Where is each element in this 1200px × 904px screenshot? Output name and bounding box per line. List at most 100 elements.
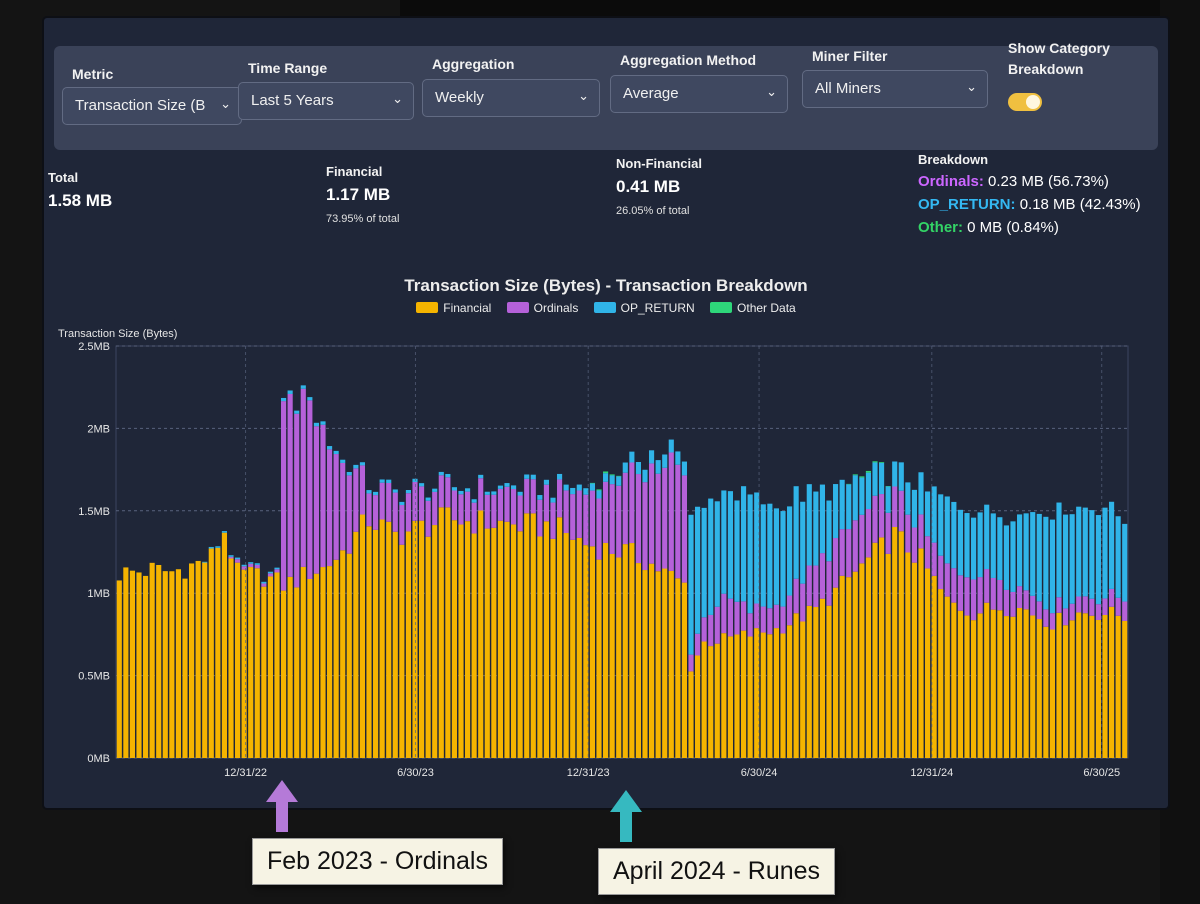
x-tick-label: 12/31/24	[910, 767, 953, 779]
bar-op-return	[1049, 519, 1055, 614]
bar-ordinals	[576, 490, 582, 538]
time-range-select[interactable]: Last 5 Years ⌄	[238, 82, 414, 120]
bar-op-return	[392, 489, 398, 493]
bar-ordinals	[905, 514, 911, 553]
bar-financial	[1089, 615, 1095, 758]
bar-financial	[1122, 620, 1128, 758]
bar-ordinals	[537, 499, 543, 537]
aggregation-method-select[interactable]: Average ⌄	[610, 75, 788, 113]
bar-op-return	[570, 487, 576, 495]
category-breakdown-toggle[interactable]	[1008, 93, 1042, 111]
bar-op-return	[701, 507, 707, 618]
bar-ordinals	[760, 606, 766, 633]
bar-op-return	[760, 504, 766, 607]
bar-ordinals	[405, 493, 411, 532]
miner-filter-select-value: All Miners	[815, 80, 881, 97]
bar-op-return	[833, 484, 839, 539]
bar-ordinals	[274, 569, 280, 573]
bar-ordinals	[445, 477, 451, 508]
bar-other	[596, 489, 602, 491]
bar-ordinals	[530, 479, 536, 514]
miner-filter-select[interactable]: All Miners ⌄	[802, 70, 988, 108]
bar-ordinals	[557, 479, 563, 518]
bar-financial	[550, 538, 556, 758]
bar-ordinals	[484, 494, 490, 529]
bar-op-return	[879, 462, 885, 495]
legend-item-financial[interactable]: Financial	[416, 301, 491, 315]
bar-op-return	[931, 486, 937, 543]
bar-other	[589, 482, 595, 484]
bar-financial	[136, 572, 142, 758]
chevron-down-icon: ⌄	[766, 84, 777, 99]
aggregation-select[interactable]: Weekly ⌄	[422, 79, 600, 117]
legend-label-op-return: OP_RETURN	[620, 301, 695, 315]
bar-ordinals	[957, 575, 963, 611]
bar-ordinals	[839, 529, 845, 576]
bar-op-return	[793, 486, 799, 579]
bar-op-return	[826, 500, 832, 562]
bar-op-return	[563, 484, 569, 491]
bar-financial	[202, 562, 208, 758]
bar-ordinals	[925, 536, 931, 569]
bar-ordinals	[681, 475, 687, 583]
chevron-down-icon: ⌄	[578, 88, 589, 103]
bar-op-return	[557, 473, 563, 480]
stat-non-financial-value: 0.41 MB	[616, 177, 681, 196]
bar-op-return	[1023, 513, 1029, 591]
aggregation-label: Aggregation	[432, 56, 515, 72]
bar-ordinals	[517, 495, 523, 532]
bar-op-return	[898, 462, 904, 491]
chevron-down-icon: ⌄	[220, 96, 231, 111]
bar-financial	[287, 576, 293, 758]
legend-item-op-return[interactable]: OP_RETURN	[593, 301, 695, 315]
bar-ordinals	[228, 556, 234, 559]
bar-other	[879, 462, 885, 463]
bar-financial	[313, 573, 319, 758]
bar-financial	[517, 531, 523, 758]
bar-financial	[675, 578, 681, 758]
bar-financial	[826, 605, 832, 758]
bar-op-return	[622, 462, 628, 473]
metric-select[interactable]: Transaction Size (B ⌄	[62, 87, 242, 125]
bar-op-return	[800, 501, 806, 584]
bar-ordinals	[366, 493, 372, 527]
bar-op-return	[543, 479, 549, 485]
bar-op-return	[471, 499, 477, 503]
bar-op-return	[583, 488, 589, 495]
bar-ordinals	[1056, 597, 1062, 613]
bar-financial	[294, 587, 300, 758]
breakdown-ordinals-label: Ordinals:	[918, 173, 984, 190]
bar-op-return	[662, 454, 668, 468]
bar-financial	[340, 550, 346, 758]
x-tick-label: 6/30/24	[741, 767, 778, 779]
breakdown-ordinals-value: 0.23 MB (56.73%)	[988, 173, 1109, 190]
bar-op-return	[727, 491, 733, 599]
bar-op-return	[984, 504, 990, 570]
bar-op-return	[846, 484, 852, 530]
bar-op-return	[925, 491, 931, 537]
bar-financial	[189, 563, 195, 758]
bar-financial	[787, 625, 793, 758]
bar-ordinals	[747, 613, 753, 637]
bar-financial	[1115, 615, 1121, 758]
bar-op-return	[741, 486, 747, 602]
bar-op-return	[971, 517, 977, 580]
bar-financial	[708, 646, 714, 758]
bar-op-return	[1069, 514, 1075, 604]
stat-financial: Financial 1.17 MB 73.95% of total	[326, 164, 399, 225]
legend-item-ordinals[interactable]: Ordinals	[506, 301, 578, 315]
bar-ordinals	[497, 488, 503, 521]
bar-ordinals	[734, 601, 740, 635]
bar-ordinals	[1115, 597, 1121, 616]
bar-financial	[741, 630, 747, 758]
legend-item-other-data[interactable]: Other Data	[710, 301, 796, 315]
bar-ordinals	[392, 492, 398, 532]
bar-ordinals	[267, 573, 273, 577]
bar-financial	[668, 570, 674, 758]
bar-ordinals	[662, 467, 668, 569]
y-axis-title: Transaction Size (Bytes)	[58, 328, 178, 340]
bar-financial	[162, 571, 168, 758]
bar-op-return	[215, 546, 221, 548]
bar-ordinals	[898, 490, 904, 532]
bar-ordinals	[714, 606, 720, 644]
